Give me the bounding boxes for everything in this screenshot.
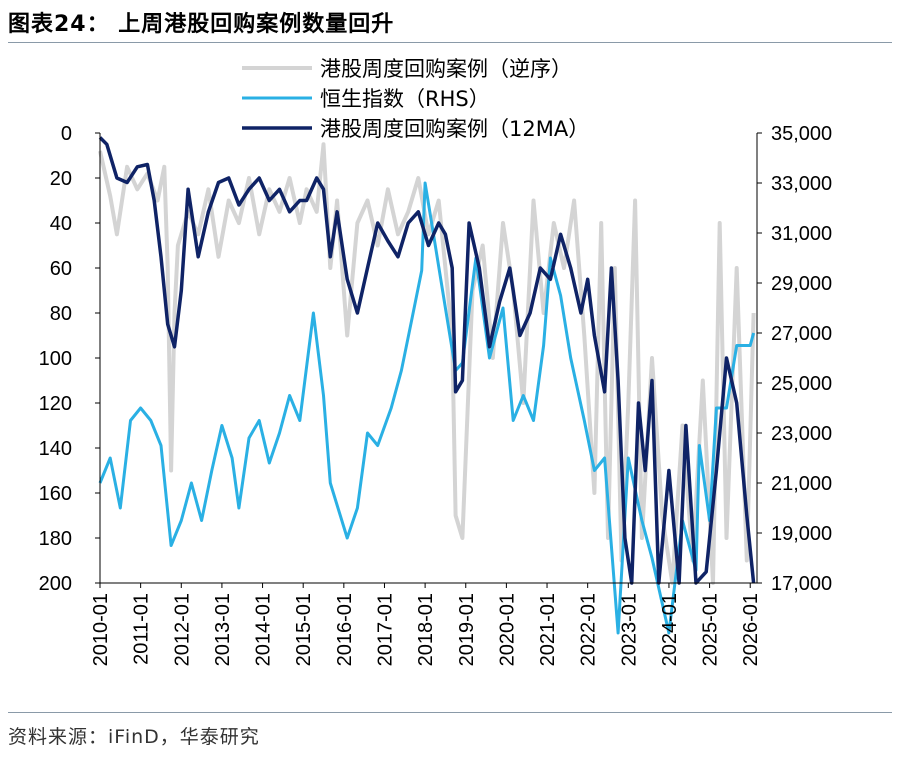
right-tick-label: 29,000 [771,273,832,295]
left-tick-label: 200 [39,573,72,595]
legend-label: 港股周度回购案例（12MA） [320,117,589,141]
left-tick-label: 60 [50,258,72,280]
axis-ticks [95,132,762,588]
x-tick-label: 2024-01 [659,593,681,666]
right-tick-label: 21,000 [771,473,832,495]
x-tick-label: 2017-01 [374,593,396,666]
x-tick-label: 2016-01 [334,593,356,666]
x-tick-label: 2014-01 [253,593,275,666]
axes [99,133,758,584]
right-tick-label: 19,000 [771,523,832,545]
x-tick-label: 2015-01 [293,593,315,666]
tick-labels: 0 20 40 60 80 100 120 140 160 180 200 35,000 33,000 3… [39,123,833,666]
x-tick-label: 2019-01 [456,593,478,666]
right-tick-label: 27,000 [771,323,832,345]
x-tick-label: 2020-01 [496,593,518,666]
series-2 [98,136,756,585]
line-chart: 港股周度回购案例（逆序） 恒生指数（RHS） 港股周度回购案例（12MA） 0 20 4… [39,57,833,666]
x-tick-label: 2025-01 [700,593,722,666]
x-tick-label: 2011-01 [131,593,153,665]
right-tick-label: 33,000 [771,173,832,195]
left-tick-label: 40 [50,213,72,235]
left-tick-label: 140 [39,438,72,460]
left-tick-label: 180 [39,528,72,550]
series-line [98,136,756,585]
chart-title: 图表24： 上周港股回购案例数量回升 [8,12,395,37]
right-tick-label: 25,000 [771,373,832,395]
left-tick-label: 20 [50,168,72,190]
x-tick-label: 2013-01 [212,593,234,666]
x-tick-label: 2012-01 [171,593,193,666]
right-tick-label: 31,000 [771,223,832,245]
x-tick-label: 2022-01 [578,593,600,666]
legend-label: 恒生指数（RHS） [320,87,490,111]
title-divider [8,42,892,43]
left-tick-label: 0 [61,123,72,145]
legend-label: 港股周度回购案例（逆序） [320,57,572,81]
x-tick-label: 2023-01 [618,593,640,666]
left-tick-label: 100 [39,348,72,370]
legend: 港股周度回购案例（逆序） 恒生指数（RHS） 港股周度回购案例（12MA） [242,57,589,141]
left-tick-label: 120 [39,393,72,415]
right-tick-label: 35,000 [771,123,832,145]
footer-divider [8,712,892,713]
x-tick-label: 2010-01 [90,593,112,666]
x-tick-label: 2021-01 [537,593,559,666]
series-layer [98,136,756,635]
left-tick-label: 160 [39,483,72,505]
right-tick-label: 23,000 [771,423,832,445]
right-tick-label: 17,000 [771,573,832,595]
left-tick-label: 80 [50,303,72,325]
source-note: 资料来源：iFinD，华泰研究 [8,726,260,748]
x-tick-label: 2018-01 [415,593,437,666]
x-tick-label: 2026-01 [740,593,762,666]
